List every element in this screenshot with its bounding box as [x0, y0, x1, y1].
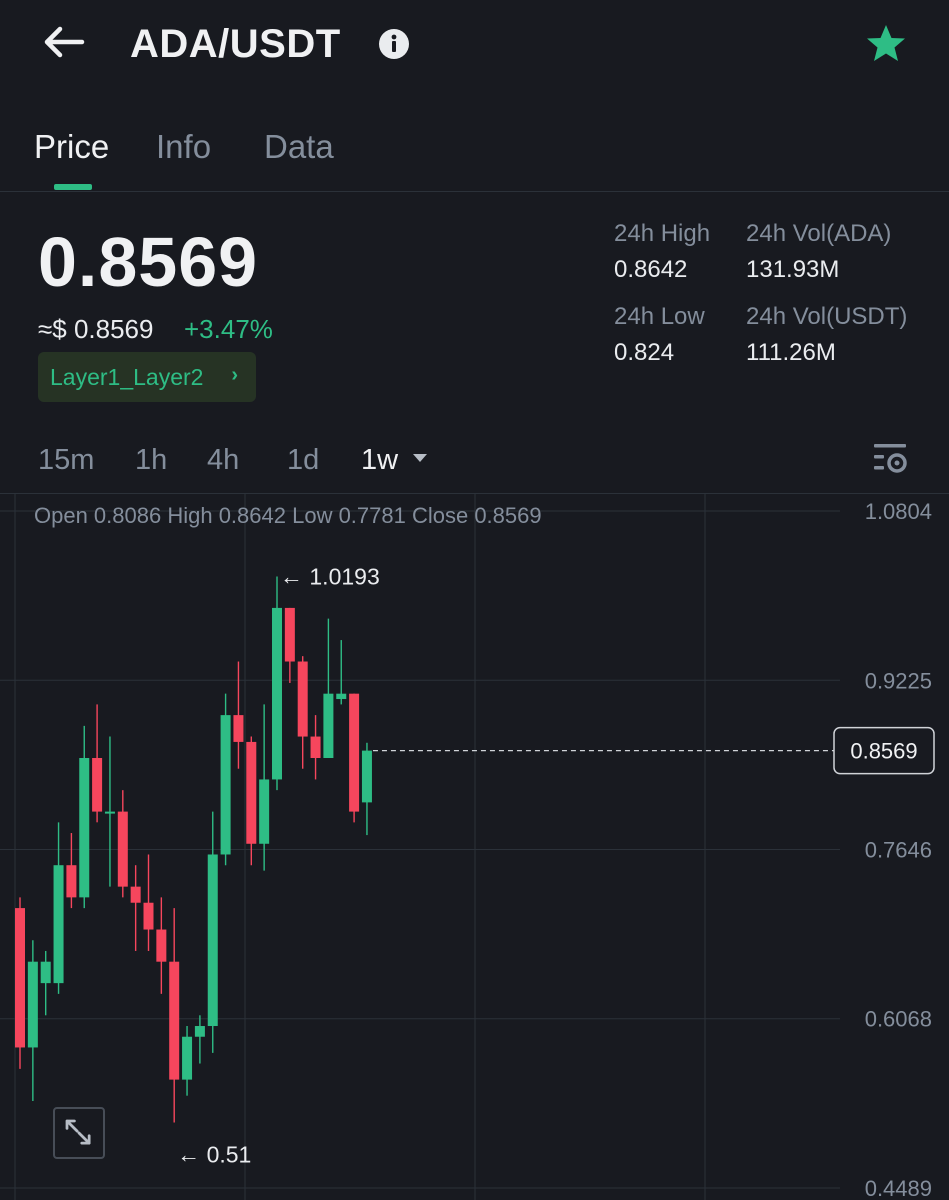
candle-body [233, 715, 244, 742]
candle-body [92, 758, 103, 812]
candle-body [27, 961, 38, 1048]
candle [130, 865, 141, 951]
chart-settings-icon[interactable] [872, 440, 910, 476]
candle [15, 897, 25, 1069]
candle [246, 736, 257, 866]
candle-body [156, 929, 167, 962]
candle [53, 822, 64, 994]
interval-15m[interactable]: 15m [38, 444, 95, 476]
active-tab-indicator [54, 184, 92, 190]
candlestick-chart[interactable]: 0.8569 1.0804 0.9225 0.7646 0.6068 0.4489 Op… [0, 493, 949, 1200]
tabs-divider [0, 191, 949, 192]
stat-24h-vol-usdt-value: 111.26M [746, 339, 836, 366]
candle-body [349, 693, 360, 812]
stat-24h-high-label: 24h High [614, 220, 711, 247]
candle-body [40, 961, 51, 984]
candle-body [246, 741, 257, 844]
candle-body [207, 854, 218, 1027]
candle-body [169, 961, 180, 1080]
y-tick-label: 0.6068 [865, 1007, 932, 1032]
candle-body [194, 1026, 205, 1037]
candle-body [15, 908, 25, 1048]
interval-1d[interactable]: 1d [287, 444, 320, 476]
interval-1h[interactable]: 1h [135, 444, 168, 476]
stat-24h-low-value: 0.824 [614, 339, 675, 366]
tab-info[interactable]: Info [156, 128, 212, 165]
chevron-right-icon: › [231, 364, 238, 386]
candle [104, 736, 115, 887]
candle [272, 576, 282, 791]
y-tick-label: 0.9225 [865, 668, 932, 693]
candle-body [66, 865, 77, 898]
candle [40, 950, 51, 1016]
candle-body [259, 779, 270, 844]
candle [207, 811, 218, 1053]
stat-24h-vol-ada-label: 24h Vol(ADA) [746, 220, 892, 247]
current-price-box: 0.8569 [833, 726, 935, 775]
pair-title: ADA/USDT [130, 22, 341, 66]
candle [310, 715, 321, 780]
candle-body [104, 811, 115, 814]
category-tag[interactable]: Layer1_Layer2 › [38, 352, 256, 402]
candle [194, 1015, 205, 1064]
candle [27, 940, 38, 1102]
candle [117, 790, 128, 898]
candle [79, 725, 90, 909]
candle [66, 833, 77, 909]
interval-1w[interactable]: 1w [361, 444, 399, 476]
candle-body [297, 661, 308, 737]
candle [182, 1026, 193, 1096]
tab-price[interactable]: Price [34, 128, 110, 165]
stat-24h-high-value: 0.8642 [614, 256, 688, 283]
candle [361, 742, 372, 836]
candle-body [323, 693, 334, 759]
candle-body [310, 736, 321, 759]
candle-body [117, 811, 128, 887]
candle-body [130, 886, 141, 903]
info-icon[interactable] [378, 28, 410, 60]
candle-body [336, 693, 347, 700]
candle [169, 908, 180, 1123]
candle [233, 661, 244, 769]
candle [284, 607, 295, 683]
y-tick-label: 1.0804 [865, 499, 932, 524]
star-icon[interactable] [864, 22, 908, 66]
price-change-percent: +3.47% [184, 314, 273, 344]
candle [349, 693, 360, 823]
tab-data[interactable]: Data [264, 128, 334, 165]
candle [220, 693, 231, 866]
current-price-label: 0.8569 [850, 739, 917, 764]
candle [156, 897, 167, 994]
candle [143, 854, 154, 951]
candle-body [143, 902, 154, 930]
fullscreen-icon[interactable] [53, 1107, 105, 1159]
y-tick-label: 0.4489 [865, 1176, 932, 1200]
fiat-price: ≈$ 0.8569 [38, 314, 154, 344]
candle-body [220, 715, 231, 855]
stat-24h-vol-usdt-label: 24h Vol(USDT) [746, 303, 908, 330]
candle [259, 704, 270, 871]
last-price: 0.8569 [38, 223, 259, 301]
min-price-label: ← 0.51 [177, 1141, 251, 1167]
interval-4h[interactable]: 4h [207, 444, 240, 476]
candle [323, 618, 334, 759]
back-arrow-icon[interactable] [42, 24, 86, 60]
max-price-label: ← 1.0193 [280, 564, 380, 590]
category-tag-label: Layer1_Layer2 [50, 364, 204, 390]
candle-body [361, 750, 372, 803]
candle [336, 640, 347, 705]
candle [297, 656, 308, 769]
stat-24h-vol-ada-value: 131.93M [746, 256, 840, 283]
candle-body [79, 758, 90, 898]
candle-body [182, 1036, 193, 1080]
candle [92, 704, 103, 823]
stat-24h-low-label: 24h Low [614, 303, 705, 330]
caret-down-icon[interactable] [412, 452, 428, 464]
candle-body [272, 607, 282, 780]
candle-body [284, 607, 295, 662]
ohlc-readout: Open 0.8086 High 0.8642 Low 0.7781 Close… [34, 503, 542, 528]
candle-body [53, 865, 64, 984]
y-tick-label: 0.7646 [865, 838, 932, 863]
